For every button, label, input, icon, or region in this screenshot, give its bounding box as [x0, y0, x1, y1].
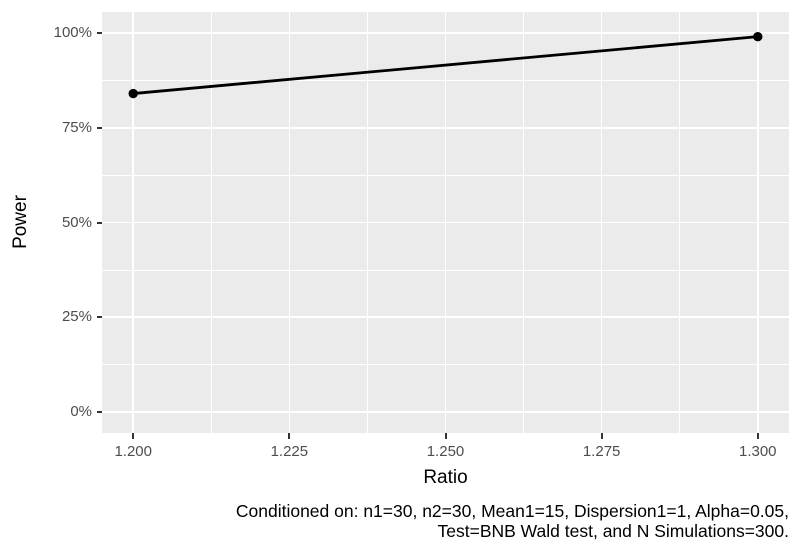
- x-axis-tick-mark: [756, 433, 759, 439]
- gridline-major-horizontal: [102, 221, 789, 224]
- caption-line-2: Test=BNB Wald test, and N Simulations=30…: [437, 520, 789, 541]
- x-axis-tick-label: 1.300: [738, 443, 777, 460]
- gridline-major-horizontal: [102, 411, 789, 413]
- x-axis-tick-label: 1.275: [582, 443, 621, 460]
- data-point: [128, 88, 138, 99]
- plot-caption: Conditioned on: n1=30, n2=30, Mean1=15, …: [235, 501, 789, 541]
- x-axis-tick-mark: [444, 433, 447, 439]
- x-axis-tick-label: 1.225: [270, 443, 309, 460]
- gridline-major-horizontal: [102, 126, 789, 129]
- plot-panel: [102, 12, 789, 433]
- x-axis-tick-label: 1.200: [114, 443, 152, 460]
- x-axis-tick-mark: [132, 433, 135, 439]
- x-axis-title: Ratio: [423, 467, 468, 488]
- y-axis-tick-label: 50%: [61, 213, 92, 231]
- y-axis-tick-mark: [96, 411, 102, 414]
- data-point: [753, 31, 763, 42]
- x-axis-tick-mark: [600, 433, 603, 439]
- caption-line-1: Conditioned on: n1=30, n2=30, Mean1=15, …: [235, 501, 789, 521]
- gridline-major-horizontal: [102, 316, 789, 319]
- y-axis-tick-mark: [96, 221, 102, 224]
- y-axis-tick-label: 25%: [61, 308, 92, 326]
- y-axis-tick-mark: [96, 316, 102, 319]
- x-axis-tick-label: 1.250: [426, 443, 465, 460]
- x-axis-tick-mark: [288, 433, 291, 439]
- gridline-major-horizontal: [102, 32, 789, 34]
- power-line: [133, 35, 758, 95]
- y-axis-tick-label: 100%: [53, 23, 92, 41]
- y-axis-tick-mark: [96, 126, 102, 129]
- y-axis-tick-mark: [96, 31, 102, 34]
- data-layer: [128, 31, 763, 99]
- y-axis-tick-label: 75%: [61, 118, 92, 136]
- y-axis-tick-label: 0%: [70, 403, 92, 421]
